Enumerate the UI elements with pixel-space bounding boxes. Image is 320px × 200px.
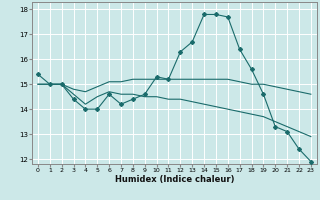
X-axis label: Humidex (Indice chaleur): Humidex (Indice chaleur) bbox=[115, 175, 234, 184]
